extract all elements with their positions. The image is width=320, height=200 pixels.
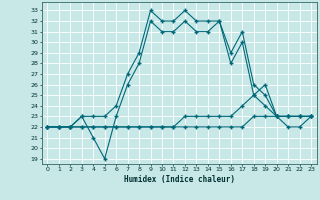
X-axis label: Humidex (Indice chaleur): Humidex (Indice chaleur): [124, 175, 235, 184]
